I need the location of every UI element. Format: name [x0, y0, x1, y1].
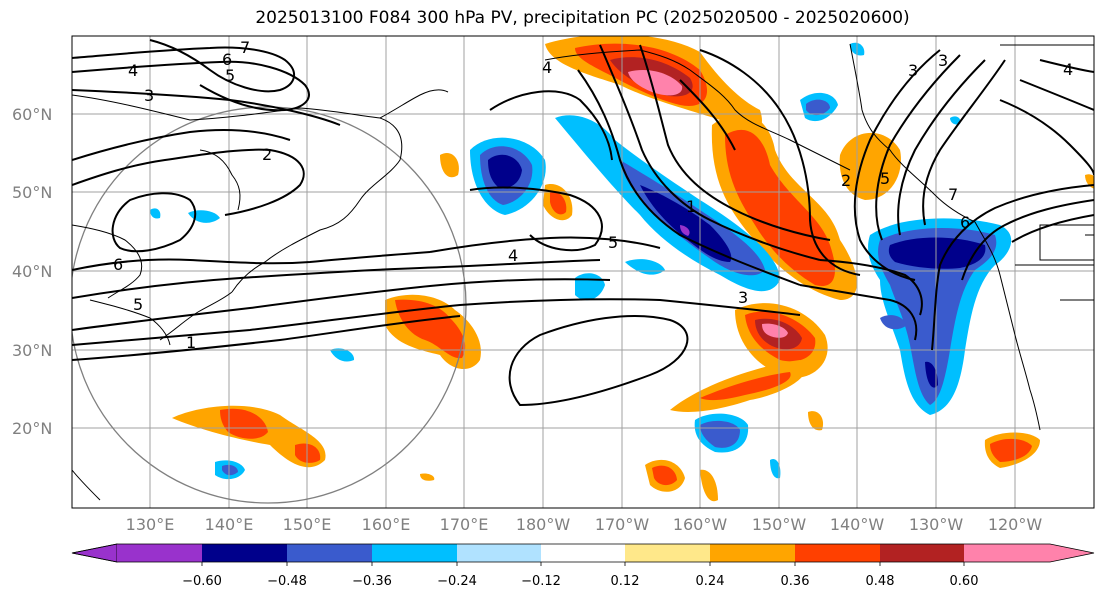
colorbar-segment [457, 544, 541, 562]
lon-label: 120°W [988, 515, 1043, 534]
contour-label: 1 [686, 197, 696, 216]
colorbar-tick: −0.48 [267, 574, 307, 589]
contour-label: 3 [738, 288, 748, 307]
colorbar-segment [287, 544, 372, 562]
contour-label: 5 [880, 169, 890, 188]
contour-label: 5 [225, 66, 235, 85]
lat-label: 40°N [12, 262, 52, 281]
lon-label: 170°E [440, 515, 489, 534]
colorbar-segment [541, 544, 625, 562]
lat-label: 30°N [12, 341, 52, 360]
lon-label: 180°W [516, 515, 571, 534]
contour-label: 2 [841, 171, 851, 190]
contour-label: 5 [608, 233, 618, 252]
lon-axis: 130°E 140°E 150°E 160°E 170°E 180°W 170°… [126, 515, 1043, 534]
contour-label: 3 [908, 61, 918, 80]
lat-axis: 60°N 50°N 40°N 30°N 20°N [12, 105, 52, 438]
colorbar-tick: −0.60 [182, 574, 222, 589]
map-title: 2025013100 F084 300 hPa PV, precipitatio… [255, 8, 910, 28]
colorbar-tick: −0.36 [352, 574, 392, 589]
colorbar-tick: 0.36 [781, 574, 810, 589]
colorbar-tick: −0.12 [521, 574, 561, 589]
contour-label: 4 [128, 61, 138, 80]
contour-label: 6 [222, 50, 232, 69]
colorbar-segment [202, 544, 287, 562]
lon-label: 150°E [283, 515, 332, 534]
contour-label: 4 [1063, 60, 1073, 79]
contour-label: 3 [144, 86, 154, 105]
contour-label: 6 [960, 213, 970, 232]
colorbar-tick: 0.24 [696, 574, 725, 589]
colorbar-segment [117, 544, 202, 562]
colorbar-segment [1050, 544, 1094, 562]
colorbar-segment [625, 544, 710, 562]
contour-label-group: 7 6 5 4 3 2 6 5 4 1 5 4 3 1 2 5 3 4 3 7 … [113, 38, 1073, 352]
lon-label: 140°E [205, 515, 254, 534]
contour-label: 5 [133, 295, 143, 314]
colorbar: −0.60 −0.48 −0.36 −0.24 −0.12 0.12 0.24 … [71, 543, 1095, 589]
contour-label: 7 [240, 38, 250, 57]
contour-label: 4 [542, 58, 552, 77]
colorbar-segment [880, 544, 964, 562]
lon-label: 150°W [752, 515, 807, 534]
pv-contours [72, 39, 1094, 407]
colorbar-segment [795, 544, 880, 562]
colorbar-segment [710, 544, 795, 562]
colorbar-tick: 0.12 [611, 574, 640, 589]
colorbar-segment [71, 543, 118, 563]
lat-label: 50°N [12, 183, 52, 202]
contour-label: 2 [262, 145, 272, 164]
colorbar-tick: 0.60 [950, 574, 979, 589]
colorbar-segment [964, 544, 1050, 562]
lon-label: 170°W [595, 515, 650, 534]
contour-label: 1 [186, 333, 196, 352]
colorbar-tick: 0.48 [866, 574, 895, 589]
contour-label: 7 [948, 185, 958, 204]
lon-label: 160°W [673, 515, 728, 534]
colorbar-outline [71, 543, 1095, 563]
colorbar-tick: −0.24 [437, 574, 477, 589]
lat-label: 20°N [12, 419, 52, 438]
map-border [71, 35, 1095, 509]
contour-label: 6 [113, 255, 123, 274]
lon-label: 160°E [362, 515, 411, 534]
contour-label: 4 [508, 246, 518, 265]
lon-label: 130°E [126, 515, 175, 534]
lat-label: 60°N [12, 105, 52, 124]
lon-label: 130°W [909, 515, 964, 534]
colorbar-segment [372, 544, 457, 562]
contour-label: 3 [938, 51, 948, 70]
lon-label: 140°W [830, 515, 885, 534]
